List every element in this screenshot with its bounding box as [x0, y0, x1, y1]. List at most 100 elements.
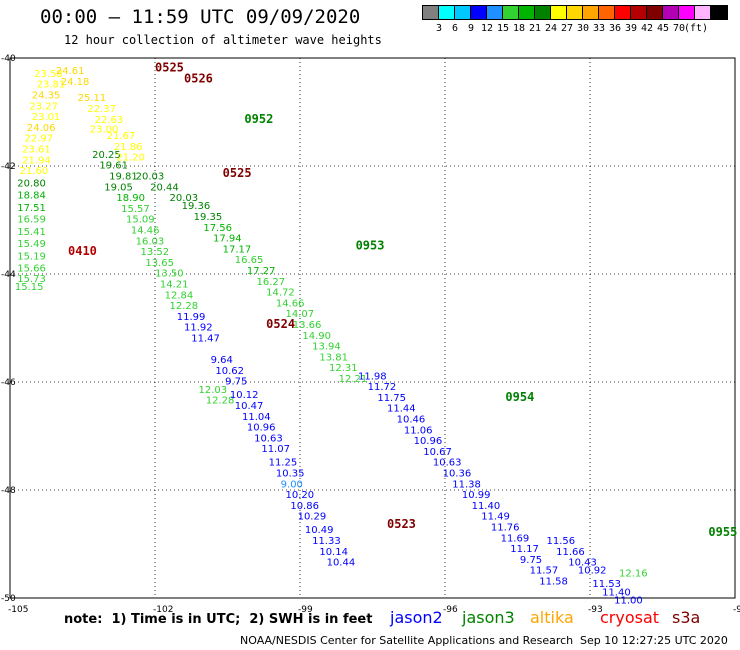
swh-value-jason3: 16.03 [136, 236, 165, 247]
swh-value-cryosat: 15.19 [17, 251, 46, 262]
swh-value-jason3: 12.28 [170, 301, 199, 312]
swh-value-jason3: 13.50 [155, 269, 184, 280]
x-tick-label: -96 [443, 605, 458, 615]
y-tick-label: -50 [1, 594, 16, 604]
swh-value-jason3: 24.61 [56, 66, 85, 77]
y-tick-label: -48 [1, 486, 16, 496]
swh-value-jason3: 19.05 [104, 182, 133, 193]
swh-value-jason3: 19.81 [109, 172, 138, 183]
legend-label: 33 [592, 23, 606, 34]
swh-value-jason3: 20.03 [136, 172, 165, 183]
swh-value-cryosat: 15.66 [17, 263, 46, 274]
swh-value-jason3: 13.65 [145, 258, 174, 269]
swh-value-jason2: 10.35 [276, 469, 305, 480]
pass-time-label: 0524 [266, 317, 295, 331]
swh-value-jason2: 11.06 [404, 425, 433, 436]
swh-value-jason3: 14.21 [160, 280, 189, 291]
x-tick-label: -93 [588, 605, 603, 615]
swh-value-jason2: 10.99 [462, 490, 491, 501]
swh-value-jason2: 11.99 [177, 312, 206, 323]
legend-label: 21 [528, 23, 542, 34]
swh-value-jason3: 22.63 [95, 115, 124, 126]
swh-value-jason2: 11.57 [530, 566, 559, 577]
swh-value-jason3: 19.35 [194, 212, 223, 223]
swh-value-jason3: 12.31 [329, 363, 358, 374]
swh-value-jason2: 10.63 [254, 433, 283, 444]
swh-value-jason2: 11.17 [510, 544, 539, 555]
swh-value-cryosat: 15.15 [15, 282, 44, 293]
swh-value-jason2: 11.49 [481, 512, 510, 523]
swh-value-jason3: 21.20 [116, 153, 145, 164]
swh-value-jason2: 11.92 [184, 323, 213, 334]
swh-value-jason3: 16.65 [235, 255, 264, 266]
swh-value-jason2: 11.33 [312, 536, 341, 547]
swh-value-jason2: 11.53 [592, 579, 621, 590]
swh-value-jason2: 11.04 [242, 412, 271, 423]
swh-value-jason2: 10.92 [578, 566, 607, 577]
swh-value-jason2: 9.75 [520, 555, 542, 566]
y-tick-label: -42 [1, 162, 16, 172]
y-tick-label: -44 [1, 270, 16, 280]
swh-value-jason2: 10.86 [290, 501, 319, 512]
footer-note: note: 1) Time is in UTC; 2) SWH is in fe… [64, 612, 373, 627]
credit-line: NOAA/NESDIS Center for Satellite Applica… [240, 634, 574, 647]
x-tick-label: -105 [8, 605, 28, 615]
pass-time-label: 0955 [708, 525, 737, 539]
swh-value-cryosat: 15.49 [17, 239, 46, 250]
swh-value-jason2: 10.47 [235, 401, 264, 412]
swh-value-jason2: 9.64 [211, 355, 233, 366]
swh-value-jason2: 10.96 [247, 423, 276, 434]
swh-value-jason2: 11.69 [501, 533, 530, 544]
swh-value-jason2: 10.62 [215, 366, 244, 377]
swh-value-jason2: 10.46 [397, 415, 426, 426]
y-tick-label: -46 [1, 378, 16, 388]
swh-value-jason2: 10.20 [286, 490, 315, 501]
swh-value-jason3: 13.81 [319, 352, 348, 363]
satellite-name-jason2: jason2 [390, 608, 443, 627]
legend-label: 9 [467, 23, 475, 34]
legend-label: 12 [480, 23, 494, 34]
satellite-name-cryosat: cryosat [600, 608, 660, 627]
legend-label: 18 [512, 23, 526, 34]
swh-value-cryosat: 21.60 [20, 166, 49, 177]
swh-value-jason3: 18.90 [116, 193, 145, 204]
swh-value-cryosat: 24.35 [32, 91, 61, 102]
swh-value-cryosat: 15.41 [17, 227, 46, 238]
swh-value-jason3: 13.66 [293, 320, 322, 331]
chart-subtitle: 12 hour collection of altimeter wave hei… [64, 33, 382, 47]
swh-value-cryosat: 20.80 [17, 179, 46, 190]
swh-value-jason3: 23.00 [90, 125, 119, 136]
swh-value-jason2: 10.96 [414, 436, 443, 447]
swh-value-cryosat: 16.59 [17, 215, 46, 226]
swh-value-jason2: 11.07 [261, 444, 290, 455]
swh-value-cryosat: 23.01 [32, 112, 61, 123]
swh-value-jason3: 12.16 [619, 568, 648, 579]
swh-value-jason3: 14.07 [286, 309, 315, 320]
swh-value-jason2: 10.67 [423, 447, 452, 458]
legend-label: 36 [608, 23, 622, 34]
swh-value-jason3: 14.72 [266, 288, 295, 299]
swh-value-jason2: 9.75 [225, 377, 247, 388]
swh-value-jason3: 14.66 [276, 298, 305, 309]
pass-time-label: 0523 [387, 517, 416, 531]
legend-label: 27 [560, 23, 574, 34]
pass-time-label: 0953 [356, 239, 385, 253]
swh-value-jason3: 21.67 [107, 131, 136, 142]
swh-value-jason2: 11.38 [452, 479, 481, 490]
legend-label: 45 [656, 23, 670, 34]
swh-value-jason2: 11.58 [539, 577, 568, 588]
pass-time-label: 0526 [184, 71, 213, 85]
pass-time-label: 0525 [155, 61, 184, 75]
swh-value-jason2: 10.44 [327, 558, 356, 569]
swh-value-jason3: 24.18 [61, 77, 90, 88]
swh-value-cryosat: 23.81 [37, 80, 66, 91]
swh-value-jason2: 10.14 [319, 547, 348, 558]
swh-value-jason2: 11.98 [358, 371, 387, 382]
swh-value-jason3: 13.94 [312, 342, 341, 353]
swh-value-jason2: 11.25 [269, 458, 298, 469]
swh-value-jason3: 19.61 [99, 161, 128, 172]
swh-value-jason3: 20.44 [150, 182, 179, 193]
swh-value-jason3: 17.17 [223, 244, 252, 255]
swh-value-cryosat: 23.61 [22, 145, 51, 156]
